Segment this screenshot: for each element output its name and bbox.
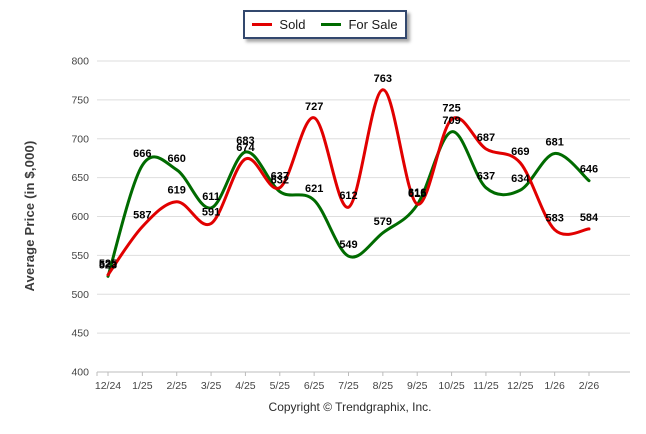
data-label-sold-3-25: 591 bbox=[202, 206, 220, 218]
data-label-for-sale-3-25: 611 bbox=[202, 191, 220, 203]
chart-legend: Sold For Sale bbox=[243, 10, 407, 39]
data-label-sold-6-25: 727 bbox=[305, 101, 323, 113]
copyright-text: Copyright © Trendgraphix, Inc. bbox=[268, 400, 432, 414]
x-tick-label-2-26: 2/26 bbox=[579, 380, 600, 392]
x-tick-label-7-25: 7/25 bbox=[338, 380, 359, 392]
data-label-for-sale-12-25: 634 bbox=[511, 173, 530, 185]
data-label-for-sale-2-25: 660 bbox=[168, 153, 186, 165]
series-line-sold bbox=[106, 88, 591, 277]
x-tick-label-1-26: 1/26 bbox=[544, 380, 565, 392]
x-tick-label-12-25: 12/25 bbox=[507, 380, 533, 392]
data-label-sold-12-24: 525 bbox=[99, 258, 117, 270]
x-tick-label-8-25: 8/25 bbox=[373, 380, 394, 392]
data-label-sold-5-25: 637 bbox=[271, 171, 289, 183]
y-tick-label-750: 750 bbox=[71, 94, 89, 106]
y-tick-label-650: 650 bbox=[71, 172, 89, 184]
x-tick-label-3-25: 3/25 bbox=[201, 380, 222, 392]
y-tick-label-800: 800 bbox=[71, 56, 89, 68]
x-tick-label-6-25: 6/25 bbox=[304, 380, 325, 392]
data-label-for-sale-10-25: 709 bbox=[442, 115, 460, 127]
x-tick-label-10-25: 10/25 bbox=[438, 380, 464, 392]
x-tick-label-12-24: 12/24 bbox=[95, 380, 121, 392]
legend-label-sold: Sold bbox=[279, 17, 306, 32]
x-tick-label-11-25: 11/25 bbox=[473, 380, 499, 392]
data-label-for-sale-4-25: 683 bbox=[236, 135, 254, 147]
data-label-sold-8-25: 763 bbox=[374, 73, 392, 85]
legend-item-sold: Sold bbox=[252, 18, 305, 31]
data-label-sold-9-25: 616 bbox=[408, 187, 426, 199]
data-label-for-sale-7-25: 549 bbox=[339, 239, 357, 251]
data-label-sold-4-25: 674 bbox=[236, 142, 255, 154]
x-tick-label-9-25: 9/25 bbox=[407, 380, 428, 392]
legend-swatch-sold bbox=[252, 23, 273, 26]
x-tick-label-1-25: 1/25 bbox=[132, 380, 153, 392]
data-label-for-sale-6-25: 621 bbox=[305, 183, 323, 195]
y-tick-label-450: 450 bbox=[71, 328, 89, 340]
y-axis-title: Average Price (in $,000) bbox=[22, 140, 37, 292]
data-label-sold-7-25: 612 bbox=[339, 190, 357, 202]
data-label-sold-2-26: 584 bbox=[580, 212, 599, 224]
y-tick-label-550: 550 bbox=[71, 250, 89, 262]
legend-item-for-sale: For Sale bbox=[321, 17, 398, 32]
data-label-sold-2-25: 619 bbox=[168, 185, 186, 197]
x-tick-label-2-25: 2/25 bbox=[166, 380, 187, 392]
data-label-for-sale-1-25: 666 bbox=[133, 148, 151, 160]
data-label-for-sale-9-25: 615 bbox=[408, 188, 426, 200]
data-label-for-sale-12-24: 523 bbox=[99, 259, 117, 271]
x-tick-label-5-25: 5/25 bbox=[270, 380, 291, 392]
data-label-sold-11-25: 687 bbox=[477, 132, 495, 144]
data-label-sold-10-25: 725 bbox=[442, 102, 460, 114]
data-label-for-sale-11-25: 637 bbox=[477, 171, 495, 183]
data-label-for-sale-5-25: 632 bbox=[271, 175, 289, 187]
data-label-sold-12-25: 669 bbox=[511, 146, 529, 158]
data-label-for-sale-1-26: 681 bbox=[545, 137, 563, 149]
data-label-for-sale-2-26: 646 bbox=[580, 164, 598, 176]
y-tick-label-600: 600 bbox=[71, 211, 89, 223]
legend-swatch-for-sale bbox=[321, 23, 342, 26]
x-tick-label-4-25: 4/25 bbox=[235, 380, 256, 392]
y-tick-label-700: 700 bbox=[71, 133, 89, 145]
y-tick-label-400: 400 bbox=[71, 367, 89, 379]
series-line-for-sale bbox=[106, 130, 591, 278]
data-label-sold-1-26: 583 bbox=[545, 213, 563, 225]
y-tick-label-500: 500 bbox=[71, 289, 89, 301]
legend-label-for-sale: For Sale bbox=[348, 17, 398, 32]
data-label-for-sale-8-25: 579 bbox=[374, 216, 392, 228]
data-label-sold-1-25: 587 bbox=[133, 210, 151, 222]
